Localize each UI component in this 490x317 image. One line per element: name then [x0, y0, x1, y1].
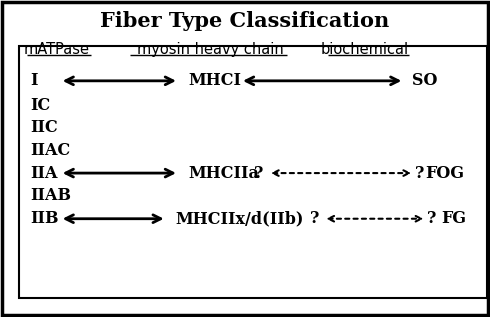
Text: IIA: IIA: [30, 165, 58, 182]
Text: IIAB: IIAB: [30, 187, 72, 204]
Text: MHCI: MHCI: [189, 72, 242, 89]
Text: ?: ?: [310, 210, 320, 227]
Text: SO: SO: [412, 72, 437, 89]
Text: MHCIIx/d(IIb): MHCIIx/d(IIb): [175, 210, 304, 227]
Text: FOG: FOG: [425, 165, 465, 182]
Text: IIAC: IIAC: [30, 142, 71, 159]
Text: I: I: [30, 72, 38, 89]
Text: ?: ?: [426, 210, 436, 227]
Bar: [19, 46, 487, 298]
Text: ?: ?: [415, 165, 424, 182]
Text: FG: FG: [441, 210, 466, 227]
Text: biochemical: biochemical: [321, 42, 409, 57]
Text: MHCIIa: MHCIIa: [189, 165, 260, 182]
Text: mATPase: mATPase: [24, 42, 89, 57]
Text: ?: ?: [253, 165, 263, 182]
Text: IC: IC: [30, 97, 50, 114]
Text: myosin heavy chain: myosin heavy chain: [137, 42, 284, 57]
Text: IIB: IIB: [30, 210, 59, 227]
Text: Fiber Type Classification: Fiber Type Classification: [100, 10, 390, 31]
Text: IIC: IIC: [30, 119, 58, 136]
